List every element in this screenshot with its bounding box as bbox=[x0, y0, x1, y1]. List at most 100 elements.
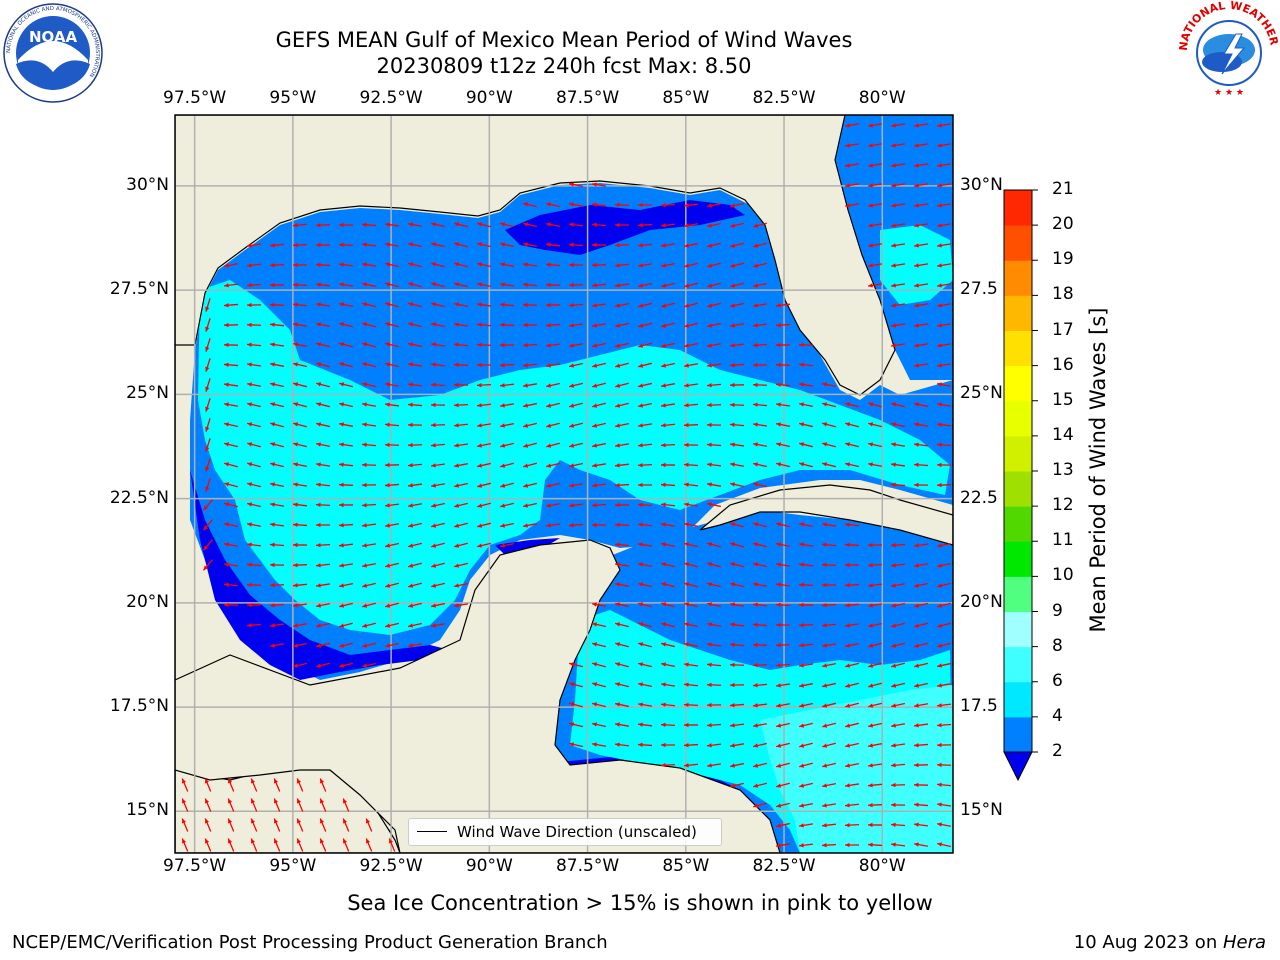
direction-arrow bbox=[569, 362, 583, 368]
direction-arrow bbox=[269, 542, 285, 547]
direction-arrow bbox=[913, 243, 929, 248]
direction-arrow bbox=[315, 522, 331, 528]
direction-arrow bbox=[430, 382, 446, 387]
direction-arrow bbox=[592, 442, 606, 448]
direction-arrow bbox=[546, 442, 560, 448]
direction-arrow bbox=[776, 522, 790, 528]
direction-arrow bbox=[822, 682, 836, 688]
direction-arrow bbox=[407, 643, 423, 648]
direction-arrow bbox=[707, 502, 721, 508]
direction-arrow bbox=[384, 462, 400, 468]
direction-arrow bbox=[384, 382, 400, 387]
direction-arrow bbox=[798, 663, 814, 668]
direction-arrow bbox=[338, 482, 354, 488]
direction-arrow bbox=[227, 778, 235, 792]
direction-arrow bbox=[822, 663, 836, 668]
direction-arrow bbox=[476, 423, 492, 428]
direction-arrow bbox=[431, 602, 445, 608]
direction-arrow bbox=[224, 462, 238, 468]
colorbar-tick-label: 18 bbox=[1052, 284, 1074, 305]
direction-arrow bbox=[431, 322, 445, 328]
direction-arrow bbox=[591, 602, 607, 607]
direction-arrow bbox=[385, 362, 399, 368]
direction-arrow bbox=[775, 843, 791, 848]
direction-arrow bbox=[614, 482, 630, 488]
lon-tick-label: 82.5°W bbox=[752, 856, 816, 876]
direction-arrow bbox=[339, 422, 353, 427]
direction-arrow bbox=[868, 743, 882, 748]
direction-arrow bbox=[339, 402, 353, 408]
direction-arrow bbox=[592, 402, 606, 408]
direction-arrow bbox=[477, 482, 491, 488]
direction-arrow bbox=[499, 403, 515, 408]
direction-arrow bbox=[844, 143, 860, 148]
direction-arrow bbox=[707, 302, 721, 308]
direction-arrow bbox=[205, 338, 211, 352]
direction-arrow bbox=[752, 662, 768, 668]
direction-arrow bbox=[316, 402, 330, 408]
direction-arrow bbox=[454, 522, 468, 528]
colorbar-tick-label: 16 bbox=[1052, 354, 1074, 375]
direction-arrow bbox=[339, 302, 353, 308]
direction-arrow bbox=[890, 203, 906, 208]
direction-arrow bbox=[204, 778, 212, 792]
direction-arrow bbox=[821, 562, 837, 568]
direction-arrow bbox=[867, 783, 883, 788]
direction-arrow bbox=[227, 798, 235, 812]
direction-arrow bbox=[706, 682, 722, 688]
direction-arrow bbox=[568, 282, 584, 288]
noaa-logo: NATIONAL OCEANIC AND ATMOSPHERIC ADMINIS… bbox=[3, 3, 103, 103]
direction-arrow bbox=[752, 303, 768, 308]
direction-arrow bbox=[845, 722, 859, 728]
direction-arrow bbox=[937, 662, 951, 668]
direction-arrow bbox=[269, 282, 285, 288]
direction-arrow bbox=[592, 323, 606, 328]
colorbar-tick-label: 11 bbox=[1052, 530, 1074, 551]
direction-arrow bbox=[913, 303, 929, 308]
direction-arrow bbox=[500, 482, 514, 488]
lat-tick-label: 30°N bbox=[126, 174, 169, 195]
direction-arrow bbox=[246, 623, 262, 628]
colorbar-segment bbox=[1004, 506, 1032, 542]
direction-arrow bbox=[890, 763, 906, 768]
direction-arrow bbox=[729, 343, 745, 348]
direction-arrow bbox=[730, 302, 744, 308]
direction-arrow bbox=[936, 802, 952, 807]
direction-arrow bbox=[890, 183, 906, 188]
direction-arrow bbox=[181, 818, 189, 832]
direction-arrow bbox=[867, 143, 883, 148]
direction-arrow bbox=[270, 482, 284, 488]
direction-arrow bbox=[246, 582, 262, 588]
direction-arrow bbox=[384, 503, 400, 508]
direction-arrow bbox=[707, 542, 721, 548]
direction-arrow bbox=[868, 702, 882, 708]
direction-arrow bbox=[546, 482, 560, 488]
direction-arrow bbox=[569, 742, 583, 748]
direction-arrow bbox=[638, 682, 652, 688]
footer-date-text: 10 Aug 2023 on bbox=[1073, 932, 1223, 953]
direction-arrow bbox=[293, 402, 307, 408]
direction-arrow bbox=[776, 782, 790, 788]
direction-arrow bbox=[569, 682, 583, 688]
direction-arrow bbox=[914, 662, 928, 668]
direction-arrow bbox=[476, 382, 492, 388]
direction-arrow bbox=[365, 838, 373, 852]
direction-arrow bbox=[431, 222, 445, 228]
direction-arrow bbox=[500, 462, 514, 468]
direction-arrow bbox=[730, 562, 744, 568]
direction-arrow bbox=[338, 462, 354, 467]
direction-arrow bbox=[706, 383, 722, 388]
direction-arrow bbox=[936, 283, 952, 288]
direction-arrow bbox=[845, 402, 859, 408]
direction-arrow bbox=[293, 362, 307, 368]
direction-arrow bbox=[431, 562, 445, 568]
direction-arrow bbox=[615, 303, 629, 308]
direction-arrow bbox=[798, 542, 814, 547]
direction-arrow bbox=[637, 243, 653, 248]
direction-arrow bbox=[660, 482, 676, 488]
direction-arrow bbox=[292, 302, 308, 307]
direction-arrow bbox=[362, 322, 376, 328]
direction-arrow bbox=[430, 483, 446, 488]
direction-arrow bbox=[223, 562, 239, 567]
direction-arrow bbox=[339, 382, 353, 388]
